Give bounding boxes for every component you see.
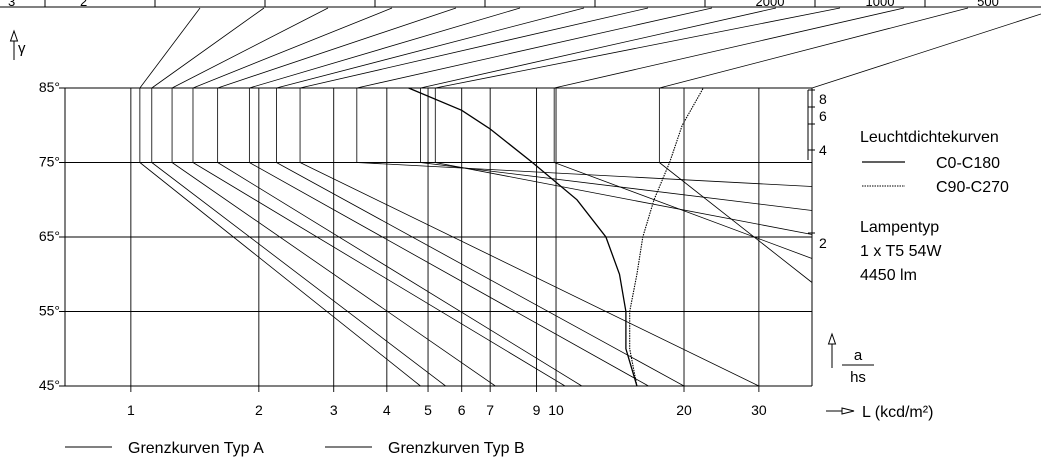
legend-type-b-label: Grenzkurven Typ B bbox=[388, 440, 525, 457]
connector-line bbox=[192, 7, 393, 89]
x-tick-label: 10 bbox=[548, 402, 564, 418]
limit-curve-type-b bbox=[276, 88, 685, 387]
right-scale-tick-label: 8 bbox=[819, 91, 827, 107]
limit-curve-type-a bbox=[658, 88, 813, 283]
x-tick-label: 6 bbox=[458, 402, 466, 418]
limit-curve-type-b bbox=[299, 88, 760, 387]
luminance-curve-c90-c270 bbox=[629, 87, 704, 387]
connector-line bbox=[139, 7, 201, 89]
limit-curves-type-a bbox=[356, 88, 813, 283]
lamp-type-title: Lampentyp bbox=[860, 219, 939, 236]
limit-curve-type-a bbox=[553, 88, 813, 259]
top-table-cell-text: 500 bbox=[977, 0, 999, 9]
y-axis-arrow bbox=[9, 29, 19, 60]
right-scale-tick-label: 4 bbox=[819, 142, 827, 158]
y-tick-label: 75° bbox=[39, 154, 60, 170]
connector-line bbox=[356, 7, 713, 89]
x-tick-label: 30 bbox=[751, 402, 767, 418]
connector-line bbox=[249, 7, 521, 89]
legend-title: Leuchtdichtekurven bbox=[860, 129, 999, 146]
connector-lines bbox=[139, 7, 1041, 89]
connector-line bbox=[435, 7, 841, 89]
x-axis-label: L (kcd/m²) bbox=[862, 404, 933, 421]
ratio-numerator: a bbox=[854, 347, 863, 364]
y-tick-label: 85° bbox=[39, 79, 60, 95]
connector-line bbox=[276, 7, 585, 89]
limit-curve-type-b bbox=[171, 88, 496, 387]
limit-curve-type-a bbox=[420, 88, 813, 211]
x-tick-label: 2 bbox=[255, 402, 263, 418]
legend-box: Leuchtdichtekurven C0-C180 C90-C270 Lamp… bbox=[860, 129, 1009, 284]
x-tick-label: 1 bbox=[127, 402, 135, 418]
connector-line bbox=[217, 7, 457, 89]
x-tick-label: 4 bbox=[383, 402, 391, 418]
y-tick-label: 65° bbox=[39, 228, 60, 244]
y-axis-symbol: γ bbox=[18, 40, 26, 57]
legend-label-c0: C0-C180 bbox=[936, 155, 1000, 172]
legend-label-c90: C90-C270 bbox=[936, 179, 1009, 196]
chart-grid bbox=[59, 87, 813, 392]
y-tick-label: 55° bbox=[39, 303, 60, 319]
limit-curves-type-b bbox=[139, 88, 760, 387]
ratio-arrow-icon bbox=[827, 332, 837, 368]
x-tick-label: 5 bbox=[424, 402, 432, 418]
connector-line bbox=[811, 13, 1041, 89]
luminance-curves bbox=[408, 87, 704, 387]
legend-type-a-label: Grenzkurven Typ A bbox=[128, 440, 264, 457]
ratio-denominator: hs bbox=[850, 369, 866, 386]
connector-line bbox=[151, 7, 265, 89]
connector-line bbox=[554, 7, 905, 89]
lamp-type-value: 1 x T5 54W bbox=[860, 243, 942, 260]
limit-curve-type-a bbox=[356, 88, 813, 187]
limit-curve-type-b bbox=[217, 88, 583, 387]
right-ratio-scale: 8 6 4 2 bbox=[807, 89, 827, 251]
connector-line bbox=[420, 7, 777, 89]
connector-line bbox=[171, 7, 329, 89]
y-tick-label: 45° bbox=[39, 377, 60, 393]
connector-line bbox=[299, 7, 649, 89]
limit-curve-type-b bbox=[151, 88, 446, 387]
y-tick-labels: 45° 55° 65° 75° 85° bbox=[39, 79, 60, 393]
lamp-flux-value: 4450 lm bbox=[860, 267, 917, 284]
x-tick-label: 9 bbox=[533, 402, 541, 418]
top-table-cell-text: 1000 bbox=[866, 0, 895, 9]
x-tick-label: 7 bbox=[486, 402, 494, 418]
limit-curve-type-b bbox=[139, 88, 421, 387]
connector-line bbox=[659, 7, 969, 89]
top-table-cell-text: 3 bbox=[8, 0, 15, 9]
limit-curve-type-a bbox=[434, 88, 813, 235]
x-tick-label: 3 bbox=[330, 402, 338, 418]
x-tick-labels: 1 2 3 4 5 6 7 9 10 20 30 bbox=[127, 402, 767, 418]
x-axis-arrow-icon bbox=[826, 407, 855, 415]
right-scale-tick-label: 6 bbox=[819, 108, 827, 124]
limit-curve-type-b bbox=[248, 88, 649, 387]
top-table-cell-text: 2 bbox=[80, 0, 87, 9]
top-table-strip: 3 2 2000 1000 500 bbox=[0, 0, 1041, 9]
limit-curve-type-b bbox=[192, 88, 566, 387]
top-table-cell-text: 2000 bbox=[756, 0, 785, 9]
right-scale-tick-label: 2 bbox=[819, 235, 827, 251]
x-tick-label: 20 bbox=[676, 402, 692, 418]
luminance-curve-c0-c180 bbox=[408, 87, 638, 387]
